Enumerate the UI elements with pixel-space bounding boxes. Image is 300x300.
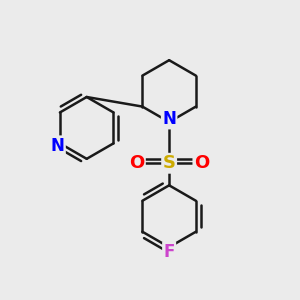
Text: F: F xyxy=(164,243,175,261)
Text: S: S xyxy=(163,154,176,172)
Text: N: N xyxy=(51,137,64,155)
Text: O: O xyxy=(194,154,209,172)
Text: O: O xyxy=(129,154,144,172)
Text: N: N xyxy=(162,110,176,128)
